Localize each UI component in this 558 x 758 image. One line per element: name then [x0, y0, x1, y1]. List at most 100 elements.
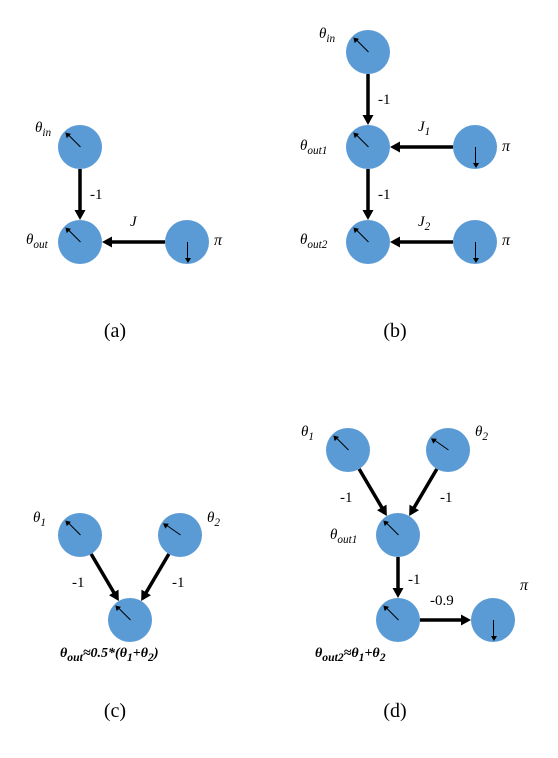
edge-c_2-c_out [0, 0, 558, 758]
spin-arrow-tip-icon [351, 35, 359, 43]
panel-caption-d: (d) [375, 700, 415, 723]
spin-arrow-icon [68, 135, 81, 148]
edge-label-c_1-c_out: -1 [72, 575, 85, 592]
edge-d_1-d_out1 [0, 0, 558, 758]
node-label-a_out: θout [26, 232, 48, 251]
edge-d_out1-d_out2 [0, 0, 558, 758]
edge-b_in-b_out1 [0, 0, 558, 758]
edge-label-b_pi2-b_out2: J2 [418, 214, 430, 233]
node-b_pi2 [453, 220, 497, 264]
node-label-c_1: θ1 [33, 510, 46, 529]
spin-arrow-tip-icon [331, 433, 339, 441]
node-label-b_out2: θout2 [300, 232, 327, 251]
spin-arrow-icon [118, 608, 131, 621]
node-label-b_pi2: π [502, 232, 510, 250]
label-sub: out1 [307, 145, 327, 157]
node-d_out2 [376, 598, 420, 642]
spin-arrow-icon [475, 147, 476, 164]
spin-arrow-tip-icon [351, 130, 359, 138]
node-label-d_pi: π [520, 577, 528, 595]
edge-label-b_pi1-b_out1: J1 [418, 119, 430, 138]
node-label-d_2: θ2 [475, 424, 488, 443]
spin-arrow-tip-icon [185, 258, 191, 263]
node-label-a_pi: π [214, 232, 222, 250]
panel-caption-a: (a) [95, 320, 135, 343]
spin-arrow-icon [493, 620, 494, 637]
label-sub: out [33, 239, 47, 251]
spin-arrow-tip-icon [161, 521, 169, 529]
node-d_pi [471, 598, 515, 642]
panel-expression-d: θout2≈θ1+θ2 [315, 646, 386, 664]
node-b_pi1 [453, 125, 497, 169]
spin-arrow-tip-icon [491, 636, 497, 641]
label-sub: out1 [337, 534, 357, 546]
panel-caption-b: (b) [375, 320, 415, 343]
node-d_2 [426, 428, 470, 472]
spin-arrow-tip-icon [63, 518, 71, 526]
node-a_pi [165, 220, 209, 264]
node-label-c_2: θ2 [207, 510, 220, 529]
spin-arrow-tip-icon [473, 258, 479, 263]
edge-a_pi-a_out [0, 0, 558, 758]
node-label-b_in: θin [319, 26, 335, 45]
edge-b_pi2-b_out2 [0, 0, 558, 758]
panel-caption-c: (c) [95, 700, 135, 723]
label-sub: 1 [40, 517, 46, 529]
node-b_out1 [346, 125, 390, 169]
spin-arrow-tip-icon [63, 225, 71, 233]
label-sub: in [326, 33, 335, 45]
spin-arrow-tip-icon [351, 225, 359, 233]
spin-arrow-tip-icon [473, 163, 479, 168]
diagram-page: θin θout π θin θout1 π θout2 π θ1 θ2 θ1 θ2 θout1 π -1 J… [0, 0, 558, 758]
edge-label-text: J [418, 214, 425, 230]
label-sub: in [42, 127, 51, 139]
spin-arrow-icon [356, 135, 369, 148]
node-d_1 [326, 428, 370, 472]
edge-b_pi1-b_out1 [0, 0, 558, 758]
spin-arrow-icon [434, 440, 448, 451]
edge-label-d_1-d_out1: -1 [340, 490, 353, 507]
edge-a_in-a_out [0, 0, 558, 758]
spin-arrow-icon [68, 523, 81, 536]
node-c_1 [58, 513, 102, 557]
node-a_in [58, 125, 102, 169]
node-label-a_in: θin [35, 120, 51, 139]
node-label-b_out1: θout1 [300, 138, 327, 157]
spin-arrow-icon [336, 438, 349, 451]
node-label-b_pi1: π [502, 138, 510, 156]
edge-c_1-c_out [0, 0, 558, 758]
spin-arrow-tip-icon [63, 130, 71, 138]
node-label-d_1: θ1 [301, 424, 314, 443]
edge-label-a_in-a_out: -1 [90, 187, 103, 204]
edge-label-a_pi-a_out: J [130, 214, 137, 231]
label-sub: 2 [482, 431, 488, 443]
node-b_in [346, 30, 390, 74]
label-sub: out2 [307, 239, 327, 251]
spin-arrow-icon [356, 230, 369, 243]
edge-label-sub: 1 [425, 126, 431, 138]
node-a_out [58, 220, 102, 264]
edge-d_2-d_out1 [0, 0, 558, 758]
node-c_out [108, 598, 152, 642]
spin-arrow-tip-icon [381, 603, 389, 611]
spin-arrow-icon [386, 523, 399, 536]
spin-arrow-icon [386, 608, 399, 621]
edge-d_out2-d_pi [0, 0, 558, 758]
spin-arrow-icon [68, 230, 81, 243]
edge-label-d_out2-d_pi: -0.9 [430, 593, 454, 610]
node-b_out2 [346, 220, 390, 264]
edge-label-b_in-b_out1: -1 [378, 92, 391, 109]
edge-label-b_out1-b_out2: -1 [378, 187, 391, 204]
panel-expression-c: θout≈0.5*(θ1+θ2) [60, 646, 159, 664]
edge-label-d_2-d_out1: -1 [440, 490, 453, 507]
node-c_2 [158, 513, 202, 557]
edge-label-sub: 2 [425, 221, 431, 233]
spin-arrow-tip-icon [113, 603, 121, 611]
spin-arrow-icon [356, 40, 369, 53]
spin-arrow-tip-icon [429, 436, 437, 444]
spin-arrow-icon [166, 525, 180, 536]
spin-arrow-tip-icon [381, 518, 389, 526]
node-d_out1 [376, 513, 420, 557]
spin-arrow-icon [187, 242, 188, 259]
node-label-d_out1: θout1 [330, 527, 357, 546]
